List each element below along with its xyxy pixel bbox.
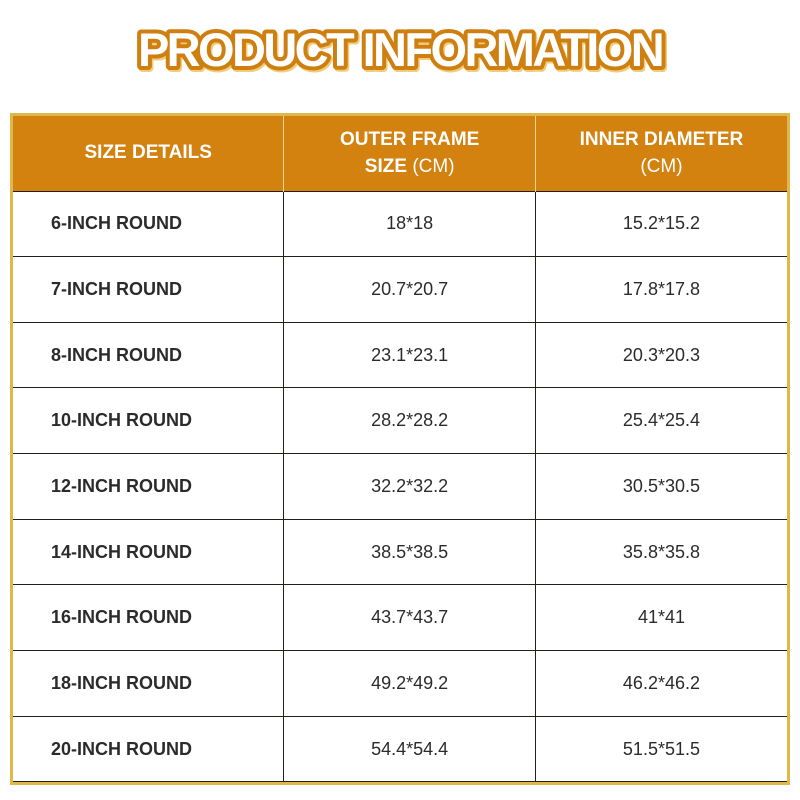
- svg-text:PRODUCT INFORMATION: PRODUCT INFORMATION: [138, 23, 662, 76]
